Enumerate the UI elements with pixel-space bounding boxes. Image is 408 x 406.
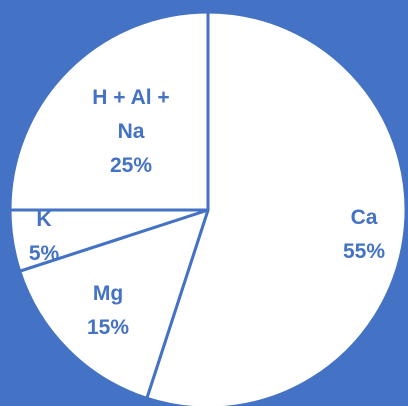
slice-label-k: K 5% xyxy=(29,208,60,265)
pie-slice-ca xyxy=(145,10,408,406)
slice-name-label: Na xyxy=(118,120,145,143)
slice-label-ca: Ca 55% xyxy=(343,206,385,263)
slice-name-label: K xyxy=(36,208,51,231)
slice-label-h-al-na: H + Al + Na 25% xyxy=(92,86,169,177)
slice-label-mg: Mg 15% xyxy=(87,282,129,339)
slice-percent-label: 25% xyxy=(110,154,152,177)
slice-percent-label: 15% xyxy=(87,316,129,339)
slice-percent-label: 55% xyxy=(343,240,385,263)
pie-slice-h-al-na xyxy=(8,10,210,212)
slice-name-label: Ca xyxy=(351,206,378,229)
slice-percent-label: 5% xyxy=(29,242,60,265)
slice-name-label: Mg xyxy=(93,282,123,305)
slice-name-label: H + Al + xyxy=(92,86,169,109)
